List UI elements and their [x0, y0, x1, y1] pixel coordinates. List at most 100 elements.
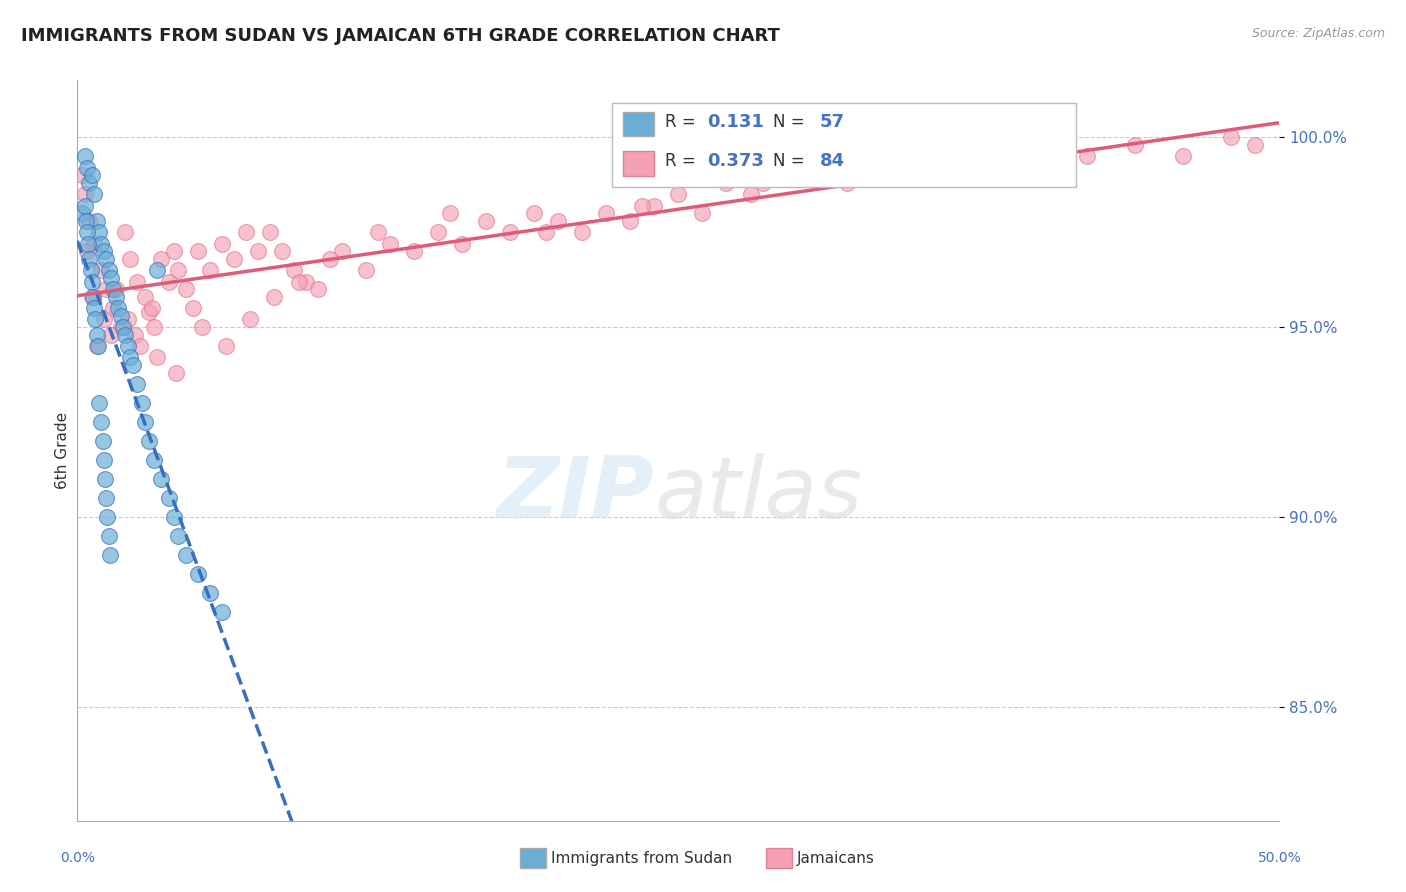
Text: Jamaicans: Jamaicans [797, 851, 875, 865]
Point [1244, 137, 1267, 152]
Point [367, 225, 389, 239]
Point [287, 275, 309, 289]
Point [111, 320, 134, 334]
Text: 84: 84 [820, 153, 845, 170]
Point [138, 434, 160, 448]
Point [90, 263, 112, 277]
Point [79, 252, 101, 266]
Point [235, 225, 257, 239]
Point [145, 351, 167, 365]
Point [110, 309, 132, 323]
Point [167, 263, 190, 277]
Point [908, 149, 931, 163]
Point [283, 263, 305, 277]
Point [145, 263, 167, 277]
Point [571, 225, 593, 239]
Point [110, 320, 132, 334]
Point [83, 236, 105, 251]
Point [181, 301, 204, 315]
Point [134, 290, 156, 304]
Point [86, 339, 108, 353]
Point [451, 236, 474, 251]
Point [83, 301, 105, 315]
Point [595, 206, 617, 220]
Text: 57: 57 [820, 113, 845, 131]
Point [103, 282, 125, 296]
Point [107, 301, 129, 315]
Point [103, 301, 125, 315]
Text: IMMIGRANTS FROM SUDAN VS JAMAICAN 6TH GRADE CORRELATION CHART: IMMIGRANTS FROM SUDAN VS JAMAICAN 6TH GR… [21, 27, 780, 45]
Y-axis label: 6th Grade: 6th Grade [55, 412, 70, 489]
Point [378, 236, 401, 251]
Point [127, 275, 149, 289]
Point [1076, 149, 1098, 163]
Point [73, 198, 96, 212]
Point [167, 529, 190, 543]
Point [186, 566, 209, 581]
Point [222, 252, 245, 266]
Point [619, 213, 641, 227]
Point [134, 415, 156, 429]
Point [127, 377, 149, 392]
Point [150, 472, 173, 486]
Point [191, 320, 214, 334]
Point [76, 225, 98, 239]
Point [631, 198, 654, 212]
Point [93, 312, 115, 326]
Text: R =: R = [665, 113, 702, 131]
Point [86, 327, 108, 342]
Point [150, 252, 173, 266]
Point [174, 548, 197, 562]
Point [668, 187, 690, 202]
Point [80, 290, 103, 304]
Point [96, 282, 118, 296]
Point [270, 244, 292, 259]
Point [117, 339, 139, 353]
Point [70, 168, 93, 182]
Point [211, 605, 233, 619]
Point [90, 236, 112, 251]
Point [83, 187, 105, 202]
Point [354, 263, 377, 277]
Point [294, 275, 316, 289]
Point [174, 282, 197, 296]
Point [124, 327, 146, 342]
Point [90, 415, 112, 429]
Point [76, 161, 98, 175]
Point [162, 509, 184, 524]
Point [162, 244, 184, 259]
Point [141, 301, 163, 315]
Text: 50.0%: 50.0% [1257, 851, 1302, 865]
Point [94, 472, 117, 486]
Point [86, 213, 108, 227]
Point [319, 252, 342, 266]
Text: N =: N = [773, 153, 810, 170]
Point [98, 548, 121, 562]
Text: Source: ZipAtlas.com: Source: ZipAtlas.com [1251, 27, 1385, 40]
Point [77, 236, 100, 251]
Point [128, 339, 150, 353]
Text: N =: N = [773, 113, 810, 131]
Point [93, 244, 115, 259]
Point [239, 312, 262, 326]
Point [96, 491, 118, 505]
Point [114, 225, 136, 239]
Point [143, 320, 166, 334]
Text: 0.373: 0.373 [707, 153, 763, 170]
Point [87, 396, 110, 410]
Point [96, 509, 118, 524]
Point [186, 244, 209, 259]
Text: atlas: atlas [654, 453, 862, 536]
Point [80, 168, 103, 182]
Point [97, 263, 120, 277]
Text: R =: R = [665, 153, 702, 170]
Point [79, 263, 101, 277]
Point [91, 434, 114, 448]
Point [980, 149, 1002, 163]
Point [79, 176, 101, 190]
Point [73, 149, 96, 163]
Point [198, 263, 221, 277]
Point [534, 225, 557, 239]
Point [104, 290, 127, 304]
Point [120, 351, 142, 365]
